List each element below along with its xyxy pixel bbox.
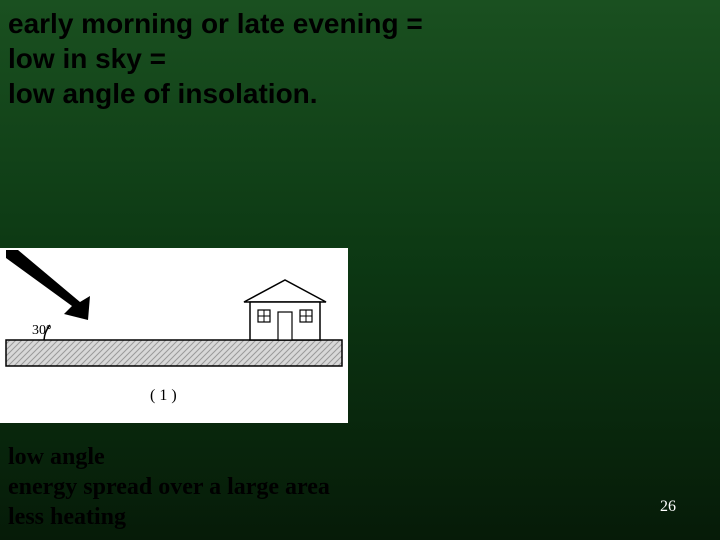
- bottom-line-1: low angle: [8, 442, 330, 472]
- title-block: early morning or late evening = low in s…: [8, 6, 423, 111]
- bottom-line-3: less heating: [8, 502, 330, 532]
- bottom-line-2: energy spread over a large area: [8, 472, 330, 502]
- slide: early morning or late evening = low in s…: [0, 0, 720, 540]
- diagram-svg: 30° ( 1 ): [0, 248, 348, 423]
- insolation-diagram: 30° ( 1 ): [0, 248, 348, 423]
- sun-ray-arrow: [6, 250, 90, 320]
- house: [244, 280, 326, 340]
- page-number: 26: [660, 498, 676, 516]
- ground: [6, 340, 342, 366]
- title-line-3: low angle of insolation.: [8, 76, 423, 111]
- title-line-2: low in sky =: [8, 41, 423, 76]
- bottom-text-block: low angle energy spread over a large are…: [8, 442, 330, 532]
- diagram-caption: ( 1 ): [150, 387, 177, 404]
- angle-label: 30°: [32, 323, 52, 338]
- title-line-1: early morning or late evening =: [8, 6, 423, 41]
